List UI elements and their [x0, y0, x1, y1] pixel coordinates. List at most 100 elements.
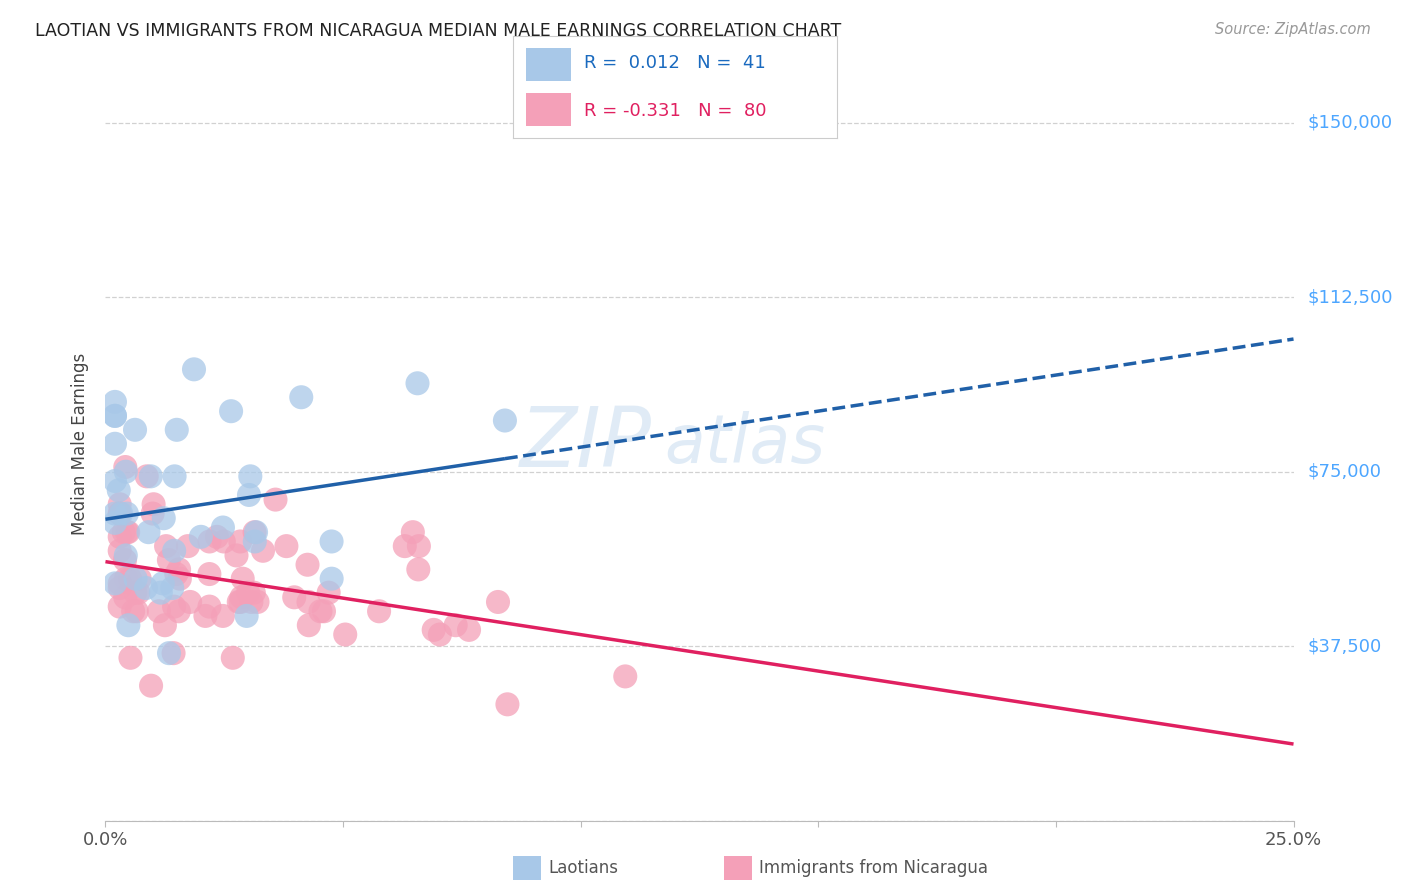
- Point: [402, 525, 425, 540]
- Point: [335, 627, 357, 641]
- Text: R =  0.012   N =  41: R = 0.012 N = 41: [585, 54, 766, 72]
- Point: [429, 627, 451, 641]
- Point: [104, 395, 127, 409]
- Point: [177, 539, 200, 553]
- Point: [104, 507, 127, 521]
- Point: [108, 530, 131, 544]
- Point: [368, 604, 391, 618]
- Text: $112,500: $112,500: [1308, 288, 1393, 306]
- Point: [243, 525, 266, 540]
- Point: [157, 646, 180, 660]
- Bar: [526, 48, 571, 81]
- Point: [406, 376, 429, 391]
- Point: [283, 591, 305, 605]
- Point: [120, 572, 142, 586]
- Point: [240, 595, 263, 609]
- Point: [321, 534, 343, 549]
- Point: [394, 539, 416, 553]
- Point: [124, 423, 146, 437]
- Point: [235, 608, 257, 623]
- Point: [252, 543, 274, 558]
- Point: [198, 567, 221, 582]
- Point: [183, 362, 205, 376]
- Point: [179, 595, 201, 609]
- Point: [108, 543, 131, 558]
- Point: [124, 572, 146, 586]
- Point: [408, 539, 430, 553]
- Point: [444, 618, 467, 632]
- Point: [290, 390, 312, 404]
- Point: [162, 581, 184, 595]
- Point: [198, 599, 221, 614]
- Point: [408, 562, 430, 576]
- Point: [120, 650, 142, 665]
- Point: [104, 474, 127, 488]
- Point: [166, 423, 188, 437]
- Point: [108, 576, 131, 591]
- Point: [152, 511, 174, 525]
- Point: [122, 604, 145, 618]
- Point: [231, 591, 253, 605]
- Text: LAOTIAN VS IMMIGRANTS FROM NICARAGUA MEDIAN MALE EARNINGS CORRELATION CHART: LAOTIAN VS IMMIGRANTS FROM NICARAGUA MED…: [35, 22, 841, 40]
- Bar: [526, 93, 571, 126]
- Point: [228, 595, 250, 609]
- Point: [486, 595, 509, 609]
- Point: [212, 608, 235, 623]
- Point: [276, 539, 298, 553]
- Point: [163, 599, 186, 614]
- Text: $75,000: $75,000: [1308, 463, 1382, 481]
- Point: [142, 497, 165, 511]
- Point: [190, 530, 212, 544]
- Point: [212, 520, 235, 534]
- Point: [458, 623, 481, 637]
- Point: [104, 516, 127, 530]
- Point: [229, 534, 252, 549]
- Point: [243, 585, 266, 599]
- Point: [163, 543, 186, 558]
- Point: [205, 530, 228, 544]
- Point: [114, 460, 136, 475]
- Point: [135, 469, 157, 483]
- Text: Laotians: Laotians: [548, 859, 619, 877]
- Point: [153, 618, 176, 632]
- Point: [422, 623, 444, 637]
- Y-axis label: Median Male Earnings: Median Male Earnings: [72, 352, 90, 535]
- Point: [238, 488, 260, 502]
- Point: [104, 409, 127, 423]
- Point: [225, 549, 247, 563]
- Point: [110, 507, 132, 521]
- Text: R = -0.331   N =  80: R = -0.331 N = 80: [585, 102, 766, 120]
- Point: [162, 646, 184, 660]
- Text: $37,500: $37,500: [1308, 637, 1382, 655]
- Point: [107, 483, 129, 498]
- Point: [104, 409, 127, 423]
- Point: [148, 604, 170, 618]
- Point: [115, 507, 138, 521]
- Point: [124, 585, 146, 599]
- Point: [312, 604, 335, 618]
- Point: [494, 413, 516, 427]
- Point: [108, 581, 131, 595]
- Point: [264, 492, 287, 507]
- Point: [614, 669, 637, 683]
- Point: [155, 539, 177, 553]
- Text: Source: ZipAtlas.com: Source: ZipAtlas.com: [1215, 22, 1371, 37]
- Point: [128, 572, 150, 586]
- Point: [115, 572, 138, 586]
- Point: [104, 576, 127, 591]
- Text: ZIP: ZIP: [520, 403, 652, 484]
- Point: [114, 591, 136, 605]
- Point: [239, 469, 262, 483]
- Point: [297, 595, 319, 609]
- Point: [114, 549, 136, 563]
- Text: $150,000: $150,000: [1308, 114, 1392, 132]
- Point: [104, 437, 127, 451]
- Point: [108, 507, 131, 521]
- Point: [309, 604, 332, 618]
- Point: [108, 507, 131, 521]
- Point: [167, 604, 190, 618]
- Point: [167, 562, 190, 576]
- Point: [139, 679, 162, 693]
- Point: [198, 534, 221, 549]
- Point: [117, 618, 139, 632]
